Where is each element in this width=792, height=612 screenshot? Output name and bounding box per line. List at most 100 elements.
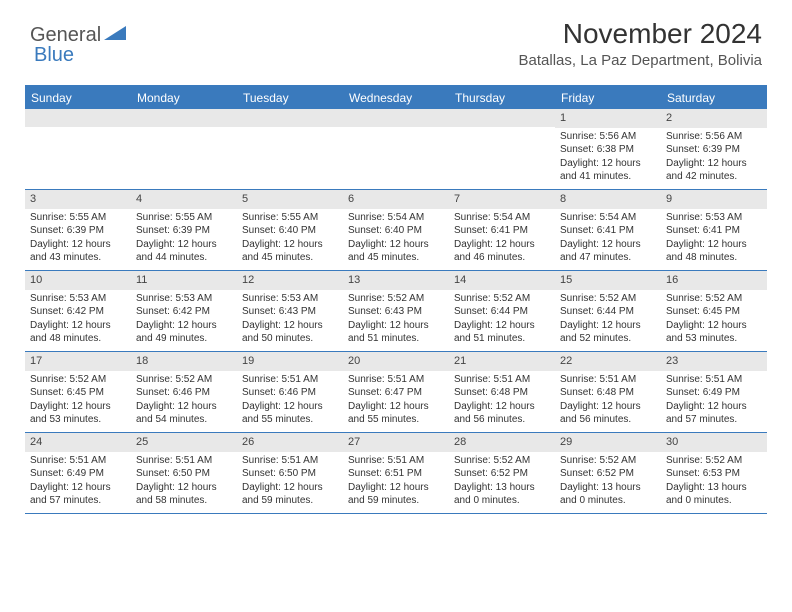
calendar: Sunday Monday Tuesday Wednesday Thursday… — [25, 85, 767, 514]
daylight-text: Daylight: 12 hours — [348, 481, 444, 495]
day-number: 20 — [343, 352, 449, 371]
daylight-text: Daylight: 12 hours — [348, 400, 444, 414]
sunset-text: Sunset: 6:51 PM — [348, 467, 444, 481]
day-number: 8 — [555, 190, 661, 209]
sunrise-text: Sunrise: 5:54 AM — [454, 211, 550, 225]
day-cell: 11Sunrise: 5:53 AMSunset: 6:42 PMDayligh… — [131, 271, 237, 351]
sunrise-text: Sunrise: 5:52 AM — [454, 454, 550, 468]
daylight-text: and 45 minutes. — [348, 251, 444, 265]
sunset-text: Sunset: 6:41 PM — [666, 224, 762, 238]
sunset-text: Sunset: 6:49 PM — [30, 467, 126, 481]
day-cell: 12Sunrise: 5:53 AMSunset: 6:43 PMDayligh… — [237, 271, 343, 351]
dayhead-fri: Friday — [555, 87, 661, 109]
daylight-text: Daylight: 12 hours — [136, 400, 232, 414]
sunrise-text: Sunrise: 5:56 AM — [560, 130, 656, 144]
week-row: 3Sunrise: 5:55 AMSunset: 6:39 PMDaylight… — [25, 190, 767, 271]
sunrise-text: Sunrise: 5:51 AM — [666, 373, 762, 387]
sunrise-text: Sunrise: 5:51 AM — [136, 454, 232, 468]
day-body: Sunrise: 5:56 AMSunset: 6:38 PMDaylight:… — [555, 130, 661, 188]
day-number: 13 — [343, 271, 449, 290]
daylight-text: Daylight: 12 hours — [242, 481, 338, 495]
sunset-text: Sunset: 6:41 PM — [560, 224, 656, 238]
day-body: Sunrise: 5:51 AMSunset: 6:46 PMDaylight:… — [237, 373, 343, 431]
day-cell: 15Sunrise: 5:52 AMSunset: 6:44 PMDayligh… — [555, 271, 661, 351]
day-number: 7 — [449, 190, 555, 209]
daylight-text: Daylight: 12 hours — [454, 400, 550, 414]
day-body: Sunrise: 5:52 AMSunset: 6:45 PMDaylight:… — [661, 292, 767, 350]
daylight-text: and 50 minutes. — [242, 332, 338, 346]
daylight-text: Daylight: 12 hours — [30, 400, 126, 414]
day-body: Sunrise: 5:52 AMSunset: 6:52 PMDaylight:… — [449, 454, 555, 512]
header: General November 2024 Batallas, La Paz D… — [0, 0, 792, 75]
day-number — [25, 109, 131, 127]
day-number: 14 — [449, 271, 555, 290]
sunrise-text: Sunrise: 5:53 AM — [136, 292, 232, 306]
day-cell: 24Sunrise: 5:51 AMSunset: 6:49 PMDayligh… — [25, 433, 131, 513]
sunset-text: Sunset: 6:40 PM — [242, 224, 338, 238]
day-body: Sunrise: 5:51 AMSunset: 6:48 PMDaylight:… — [555, 373, 661, 431]
day-cell: 7 Sunrise: 5:54 AMSunset: 6:41 PMDaylight… — [449, 190, 555, 270]
day-cell: 5 Sunrise: 5:55 AMSunset: 6:40 PMDaylight… — [237, 190, 343, 270]
daylight-text: Daylight: 12 hours — [136, 238, 232, 252]
day-number: 17 — [25, 352, 131, 371]
day-cell — [237, 109, 343, 189]
daylight-text: and 47 minutes. — [560, 251, 656, 265]
day-number: 28 — [449, 433, 555, 452]
daylight-text: and 45 minutes. — [242, 251, 338, 265]
day-body: Sunrise: 5:54 AMSunset: 6:41 PMDaylight:… — [449, 211, 555, 269]
day-cell: 6Sunrise: 5:54 AMSunset: 6:40 PMDaylight… — [343, 190, 449, 270]
daylight-text: and 43 minutes. — [30, 251, 126, 265]
day-number: 3 — [25, 190, 131, 209]
daylight-text: and 46 minutes. — [454, 251, 550, 265]
day-number: 10 — [25, 271, 131, 290]
daylight-text: and 57 minutes. — [666, 413, 762, 427]
day-number: 1 — [555, 109, 661, 128]
sunset-text: Sunset: 6:48 PM — [560, 386, 656, 400]
daylight-text: Daylight: 12 hours — [560, 157, 656, 171]
day-number — [343, 109, 449, 127]
day-cell: 21Sunrise: 5:51 AMSunset: 6:48 PMDayligh… — [449, 352, 555, 432]
dayhead-sun: Sunday — [25, 87, 131, 109]
day-body: Sunrise: 5:52 AMSunset: 6:44 PMDaylight:… — [555, 292, 661, 350]
daylight-text: and 49 minutes. — [136, 332, 232, 346]
day-body: Sunrise: 5:51 AMSunset: 6:50 PMDaylight:… — [237, 454, 343, 512]
sunrise-text: Sunrise: 5:51 AM — [560, 373, 656, 387]
daylight-text: Daylight: 12 hours — [348, 238, 444, 252]
daylight-text: Daylight: 13 hours — [666, 481, 762, 495]
sunrise-text: Sunrise: 5:51 AM — [348, 454, 444, 468]
week-row: 17Sunrise: 5:52 AMSunset: 6:45 PMDayligh… — [25, 352, 767, 433]
day-number: 5 — [237, 190, 343, 209]
daylight-text: Daylight: 12 hours — [560, 400, 656, 414]
daylight-text: and 44 minutes. — [136, 251, 232, 265]
day-cell: 2Sunrise: 5:56 AMSunset: 6:39 PMDaylight… — [661, 109, 767, 189]
daylight-text: Daylight: 13 hours — [560, 481, 656, 495]
day-number: 30 — [661, 433, 767, 452]
daylight-text: Daylight: 12 hours — [666, 238, 762, 252]
day-cell: 18Sunrise: 5:52 AMSunset: 6:46 PMDayligh… — [131, 352, 237, 432]
day-body: Sunrise: 5:55 AMSunset: 6:39 PMDaylight:… — [131, 211, 237, 269]
daylight-text: and 53 minutes. — [30, 413, 126, 427]
sunset-text: Sunset: 6:39 PM — [30, 224, 126, 238]
day-body: Sunrise: 5:51 AMSunset: 6:47 PMDaylight:… — [343, 373, 449, 431]
day-number — [131, 109, 237, 127]
daylight-text: Daylight: 12 hours — [30, 319, 126, 333]
dayhead-thu: Thursday — [449, 87, 555, 109]
sunrise-text: Sunrise: 5:52 AM — [666, 292, 762, 306]
sunrise-text: Sunrise: 5:51 AM — [454, 373, 550, 387]
daylight-text: Daylight: 12 hours — [242, 400, 338, 414]
day-cell — [131, 109, 237, 189]
sunset-text: Sunset: 6:45 PM — [666, 305, 762, 319]
daylight-text: and 0 minutes. — [454, 494, 550, 508]
sunset-text: Sunset: 6:52 PM — [560, 467, 656, 481]
sunset-text: Sunset: 6:40 PM — [348, 224, 444, 238]
day-cell: 16Sunrise: 5:52 AMSunset: 6:45 PMDayligh… — [661, 271, 767, 351]
daylight-text: and 59 minutes. — [348, 494, 444, 508]
day-body: Sunrise: 5:55 AMSunset: 6:40 PMDaylight:… — [237, 211, 343, 269]
day-cell: 23Sunrise: 5:51 AMSunset: 6:49 PMDayligh… — [661, 352, 767, 432]
day-cell: 22Sunrise: 5:51 AMSunset: 6:48 PMDayligh… — [555, 352, 661, 432]
sunset-text: Sunset: 6:43 PM — [242, 305, 338, 319]
day-body: Sunrise: 5:53 AMSunset: 6:42 PMDaylight:… — [25, 292, 131, 350]
daylight-text: and 48 minutes. — [30, 332, 126, 346]
sunrise-text: Sunrise: 5:52 AM — [136, 373, 232, 387]
dayhead-wed: Wednesday — [343, 87, 449, 109]
